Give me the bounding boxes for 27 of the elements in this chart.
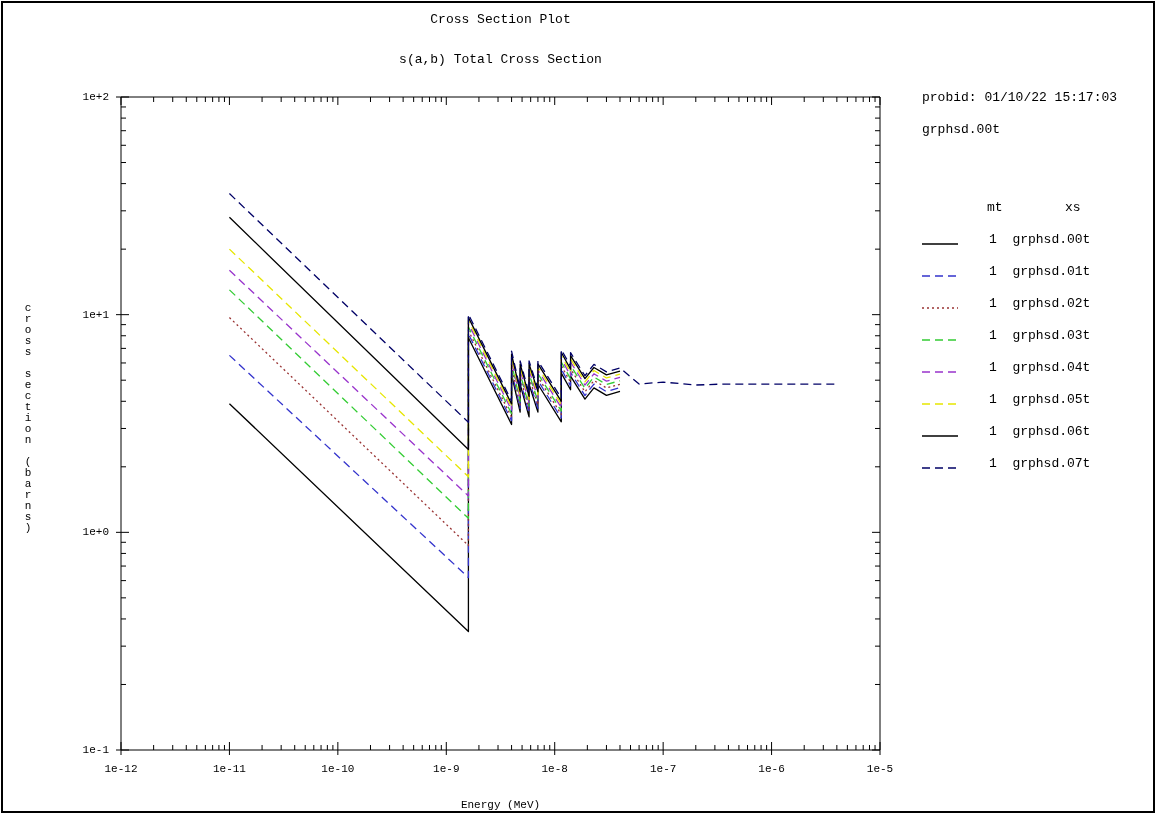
x-tick-label: 1e-8: [541, 762, 568, 775]
legend-label: 1 grphsd.02t: [989, 296, 1091, 312]
y-tick-label: 1e-1: [82, 743, 110, 756]
x-axis-title: Energy (MeV): [460, 798, 541, 811]
legend-label: 1 grphsd.07t: [989, 456, 1091, 472]
y-tick-label: 1e+1: [82, 308, 110, 321]
x-tick-label: 1e-6: [758, 762, 785, 775]
x-tick-label: 1e-11: [212, 762, 247, 775]
legend-label: 1 grphsd.00t: [989, 232, 1091, 248]
chart-subtitle: s(a,b) Total Cross Section: [399, 52, 602, 68]
legend-label: 1 grphsd.06t: [989, 424, 1091, 440]
x-tick-label: 1e-12: [104, 762, 138, 775]
x-tick-label: 1e-10: [321, 762, 355, 775]
x-tick-label: 1e-7: [649, 762, 677, 775]
y-tick-label: 1e+0: [82, 526, 109, 539]
legend-label: 1 grphsd.04t: [989, 360, 1091, 376]
legend-label: 1 grphsd.05t: [989, 392, 1091, 408]
text: probid: 01/10/22 15:17:03: [922, 90, 1118, 106]
y-tick-label: 1e+2: [82, 90, 109, 103]
legend-label: 1 grphsd.03t: [989, 328, 1091, 344]
legend-title: mt xs: [987, 200, 1081, 216]
x-tick-label: 1e-5: [866, 762, 894, 775]
x-tick-label: 1e-9: [433, 762, 460, 775]
chart-title: Cross Section Plot: [430, 12, 571, 28]
text: cross section (barns): [24, 301, 32, 534]
text: grphsd.00t: [922, 122, 1001, 138]
legend-label: 1 grphsd.01t: [989, 264, 1091, 280]
